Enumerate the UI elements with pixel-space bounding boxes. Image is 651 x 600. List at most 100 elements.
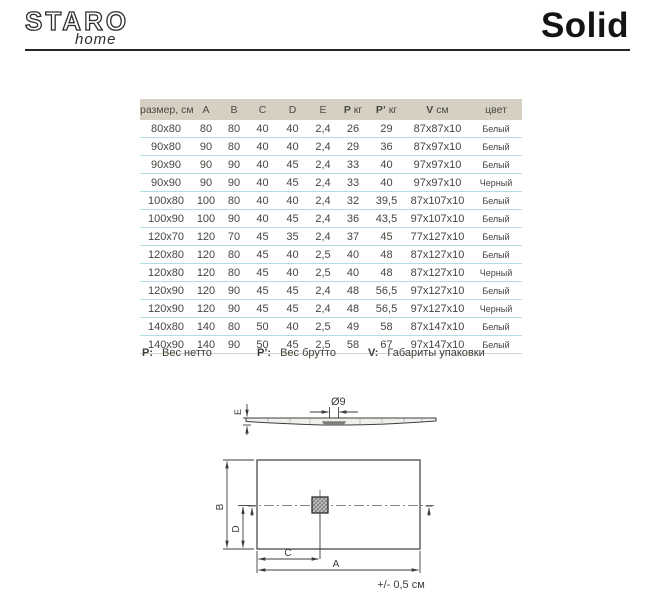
table-cell: 80 [220, 137, 248, 156]
table-cell: 90x90 [140, 155, 192, 174]
table-row: 120x80 120 80 45 40 2,5 40 48 87x127x10 Черный [140, 263, 522, 282]
length-dimension [256, 551, 421, 573]
table-cell: 2,5 [308, 245, 338, 264]
drain-offset-vertical-dimension [238, 505, 250, 548]
tolerance-note: +/- 0,5 см [377, 579, 425, 591]
table-cell: 80 [220, 191, 248, 210]
table-cell: 2,4 [308, 155, 338, 174]
table-cell: 40 [277, 263, 308, 282]
table-cell: 120 [192, 245, 220, 264]
table-cell: 80 [220, 245, 248, 264]
table-cell: 120x90 [140, 281, 192, 300]
table-cell: 97x97x10 [405, 173, 470, 192]
table-cell: 36 [368, 137, 405, 156]
table-cell: 97x147x10 [405, 335, 470, 354]
table-row: 140x80 140 80 50 40 2,5 49 58 87x147x10 Белый [140, 317, 522, 336]
table-cell: 87x97x10 [405, 137, 470, 156]
table-cell: 45 [277, 173, 308, 192]
table-cell: 43,5 [368, 209, 405, 228]
technical-drawing: E Ø9 [215, 396, 437, 591]
table-cell: 32 [338, 191, 368, 210]
table-cell: 40 [248, 155, 277, 174]
table-cell: 39,5 [368, 191, 405, 210]
table-cell: 2,4 [315, 122, 331, 135]
brand-logo: STARO home [24, 7, 145, 48]
column-header: V см [405, 99, 470, 120]
table-cell: 90 [220, 209, 248, 228]
drain-section [322, 421, 346, 425]
table-cell: 48 [368, 245, 405, 264]
legend: P: Вес нетто P’: Вес брутто V: Габариты упа… [142, 347, 532, 363]
table-cell: 80 [220, 263, 248, 282]
table-row: 80x80 80 80 40 40 2,4 26 29 87x87x10 Белый [140, 120, 522, 138]
table-cell: Белый [470, 227, 522, 246]
table-cell: 140x80 [140, 317, 192, 336]
table-cell: 80x80 [151, 122, 181, 135]
table-cell: 45 [248, 227, 277, 246]
drain-offset-horizontal-label: C [284, 548, 291, 559]
table-cell: 2,4 [308, 227, 338, 246]
table-cell: 48 [338, 281, 368, 300]
table-cell: 45 [248, 281, 277, 300]
table-row: 90x90 90 90 40 45 2,4 33 40 97x97x10 Черный [140, 173, 522, 192]
table-cell: 90 [220, 335, 248, 354]
table-cell: 80 [199, 122, 213, 135]
table-cell: 58 [368, 317, 405, 336]
table-cell: 120x70 [140, 227, 192, 246]
table-cell: 33 [338, 155, 368, 174]
table-cell: Черный [470, 263, 522, 282]
column-header: E [308, 99, 338, 120]
table-cell: 45 [248, 263, 277, 282]
table-cell: 90 [220, 155, 248, 174]
table-cell: 26 [346, 122, 360, 135]
column-header: A [192, 99, 220, 120]
table-cell: 45 [277, 281, 308, 300]
table-cell: 40 [248, 209, 277, 228]
table-cell: 90 [220, 299, 248, 318]
table-cell: 90 [220, 281, 248, 300]
table-cell: 67 [368, 335, 405, 354]
spec-table: размер, см A B C D E P кг P’ кг V см цвет 80x80 80… [140, 99, 522, 354]
table-cell: 87x107x10 [405, 191, 470, 210]
legend-symbol: V: [368, 347, 379, 359]
table-cell: 40 [248, 191, 277, 210]
table-cell: Белый [470, 281, 522, 300]
column-header: C [248, 99, 277, 120]
drain-square [311, 496, 329, 514]
legend-symbol: P’: [257, 347, 272, 359]
width-dimension [223, 459, 254, 550]
legend-text: Габариты упаковки [387, 347, 485, 359]
table-cell: 40 [338, 245, 368, 264]
table-cell: 50 [248, 317, 277, 336]
drain-offset-horizontal-dimension [256, 551, 319, 563]
table-cell: 90x90 [140, 173, 192, 192]
table-cell: Белый [470, 209, 522, 228]
column-header: размер, см [140, 99, 194, 120]
table-row: 90x80 90 80 40 40 2,4 29 36 87x97x10 Белый [140, 137, 522, 156]
table-cell: 40 [368, 173, 405, 192]
table-cell: 40 [277, 245, 308, 264]
table-cell: 36 [338, 209, 368, 228]
table-cell: 97x127x10 [405, 281, 470, 300]
table-cell: 90x80 [140, 137, 192, 156]
spec-table-body: 80x80 80 80 40 40 2,4 26 29 87x87x10 Белый 90x80 90… [140, 120, 522, 354]
column-header: цвет [470, 99, 522, 120]
table-cell: 45 [277, 335, 308, 354]
profile-segments [267, 418, 423, 424]
table-cell: 2,5 [308, 335, 338, 354]
legend-item-package-size: V: Габариты упаковки [368, 347, 485, 359]
table-cell: 90 [192, 137, 220, 156]
table-cell: 87x127x10 [405, 245, 470, 264]
table-cell: 29 [338, 137, 368, 156]
table-cell: Белый [482, 123, 510, 134]
table-cell: 45 [277, 299, 308, 318]
table-cell: 56,5 [368, 281, 405, 300]
table-cell: 87x147x10 [405, 317, 470, 336]
table-cell: 120 [192, 263, 220, 282]
legend-text: Вес нетто [162, 347, 212, 359]
table-cell: 97x127x10 [405, 299, 470, 318]
table-cell: 87x127x10 [405, 263, 470, 282]
table-cell: 2,4 [308, 209, 338, 228]
legend-symbol: P: [142, 347, 153, 359]
